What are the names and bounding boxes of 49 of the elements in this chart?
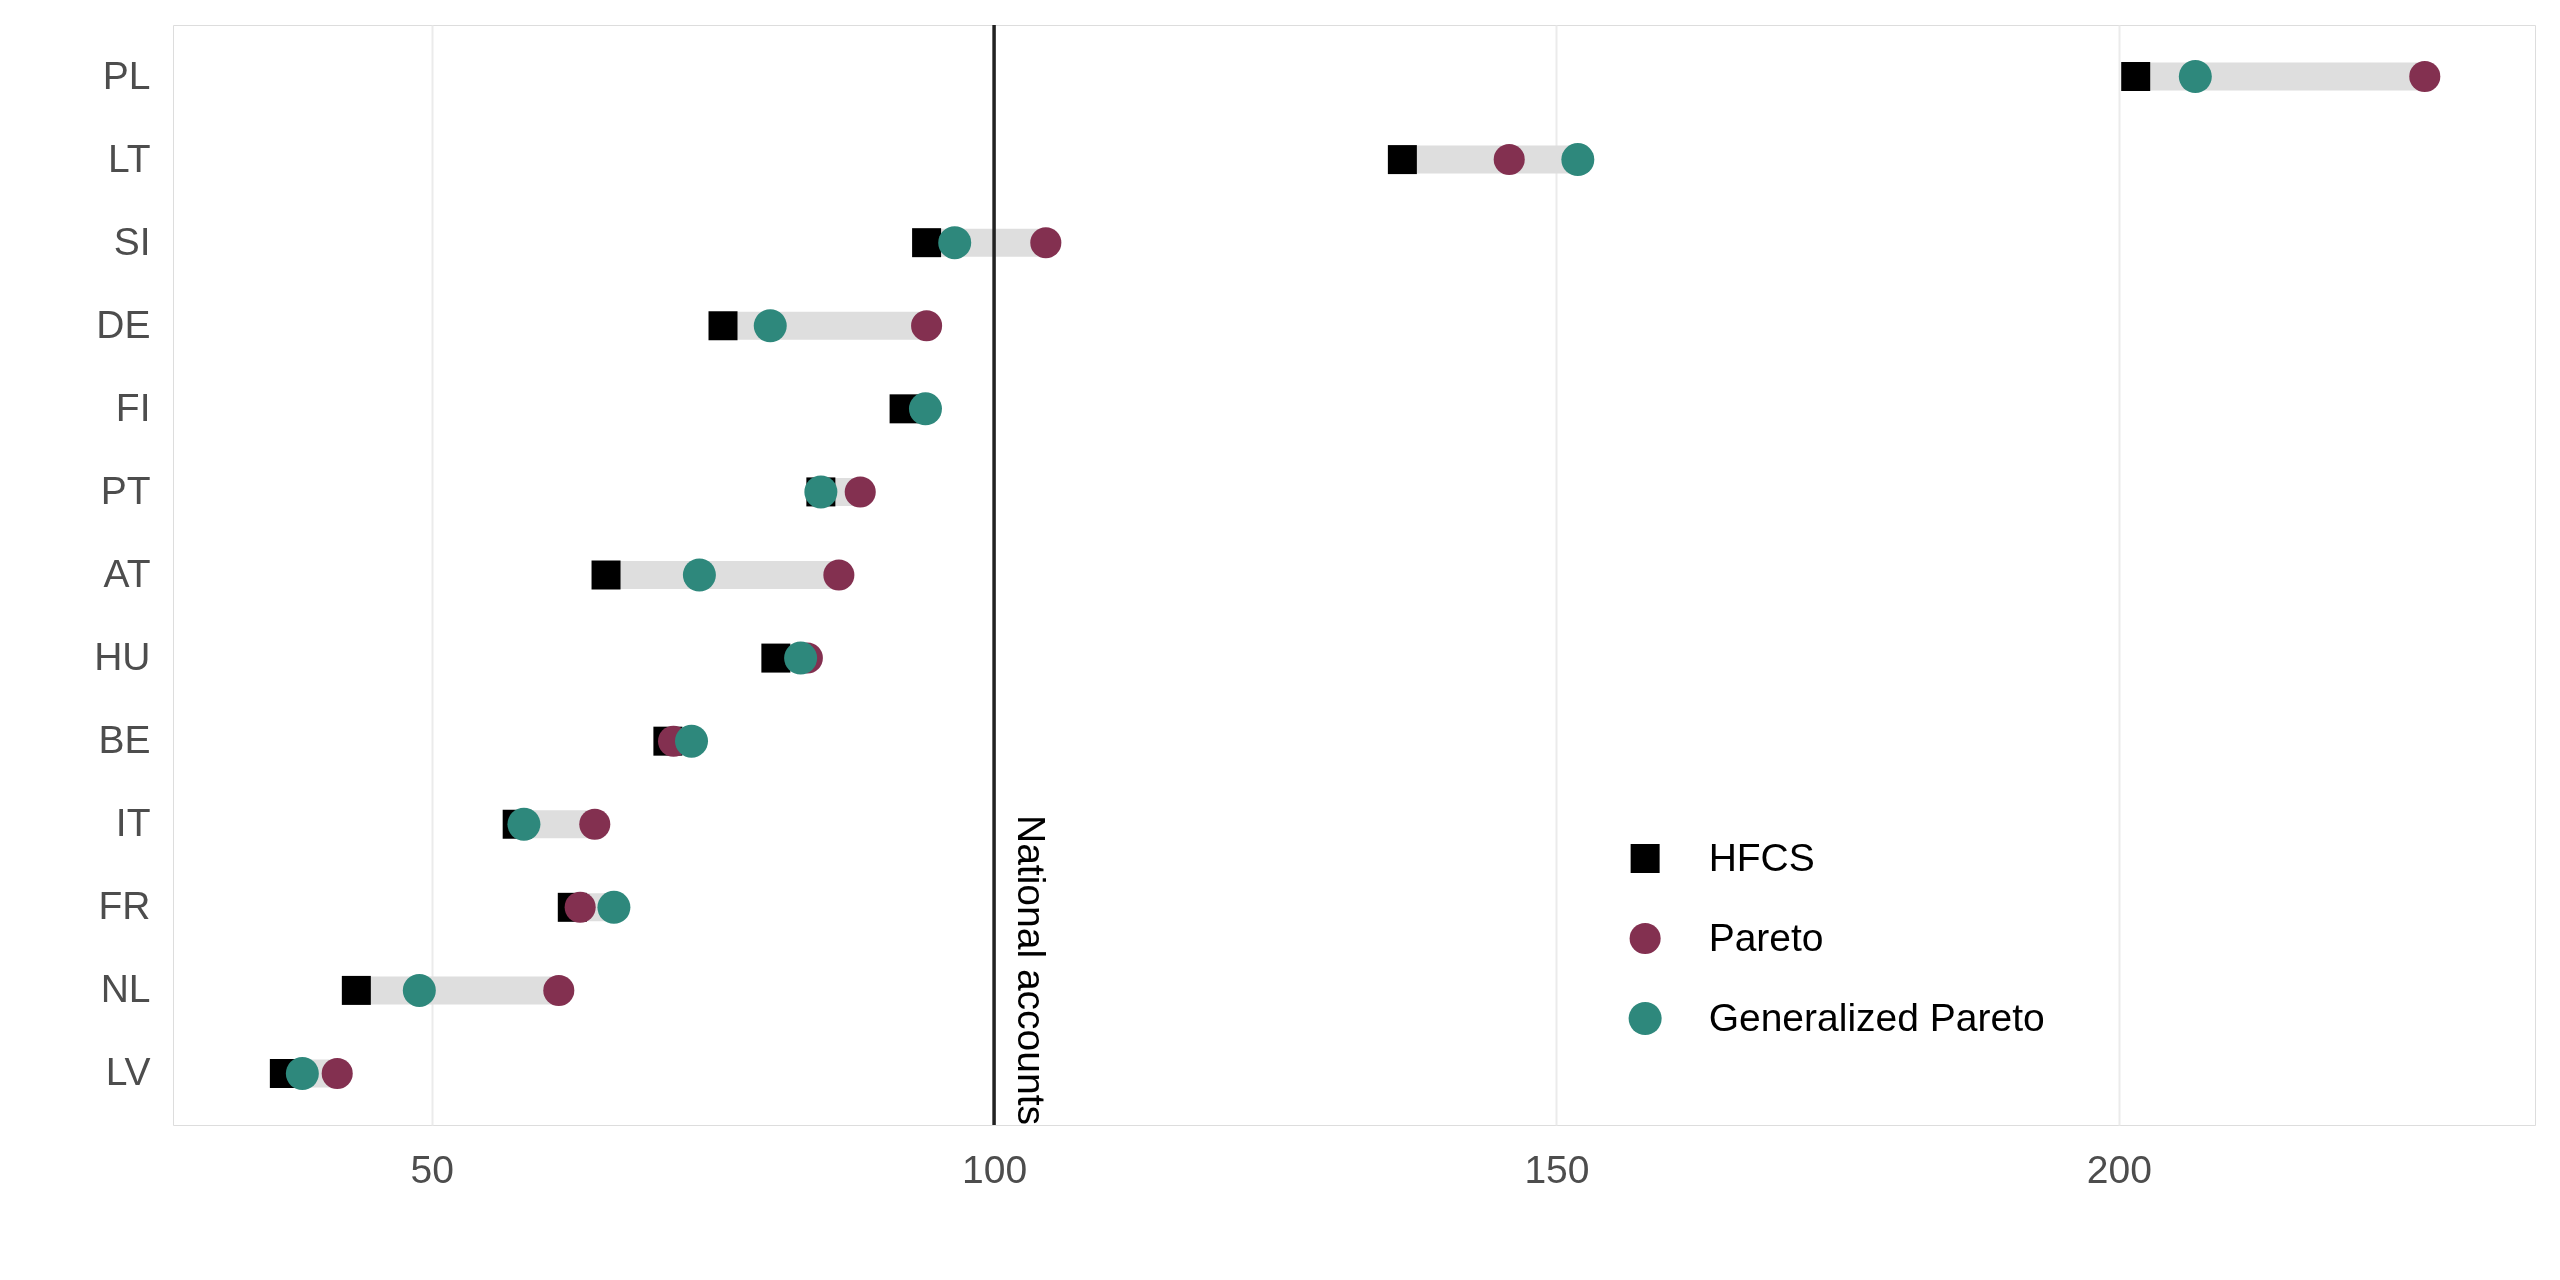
y-tick-label: IT <box>115 801 151 845</box>
y-tick-label: AT <box>103 552 151 595</box>
y-tick-label: LT <box>107 136 151 180</box>
y-tick-label: NL <box>100 967 151 1011</box>
y-tick-label: HU <box>94 635 151 679</box>
x-tick-label: 50 <box>410 1147 454 1191</box>
point <box>591 560 621 590</box>
point <box>1030 227 1062 259</box>
y-tick-label: FI <box>115 385 151 429</box>
legend-label: Pareto <box>1708 915 1824 959</box>
x-tick-label: 150 <box>1524 1147 1590 1191</box>
y-tick-label: PL <box>102 53 151 97</box>
point <box>579 808 611 840</box>
legend-label: HFCS <box>1708 835 1815 879</box>
point <box>911 310 943 342</box>
point <box>564 891 596 923</box>
y-tick-label: SI <box>113 219 151 263</box>
point <box>2409 61 2441 93</box>
point <box>1493 144 1525 176</box>
point <box>321 1057 353 1089</box>
point <box>597 890 631 924</box>
point <box>912 228 942 258</box>
ref-line-label: National accounts <box>1010 814 1054 1125</box>
point <box>2178 60 2212 93</box>
point <box>708 311 738 341</box>
point <box>1387 145 1417 175</box>
x-tick-label: 100 <box>962 1147 1028 1191</box>
point <box>908 392 942 426</box>
point <box>938 226 972 260</box>
point <box>1561 143 1595 177</box>
point <box>675 724 709 758</box>
y-tick-label: DE <box>96 302 151 346</box>
point <box>507 807 541 841</box>
point <box>543 974 575 1006</box>
point <box>844 476 876 508</box>
point <box>753 309 787 343</box>
y-tick-label: BE <box>98 718 151 762</box>
point <box>285 1057 319 1090</box>
point <box>784 641 818 675</box>
y-tick-label: FR <box>98 884 151 928</box>
point <box>2121 62 2151 92</box>
legend-label: Generalized Pareto <box>1708 995 2045 1039</box>
point <box>341 975 371 1005</box>
x-tick-label: 200 <box>2086 1147 2152 1191</box>
y-tick-label: PT <box>100 468 151 512</box>
point <box>682 558 716 592</box>
y-tick-label: LV <box>105 1050 151 1094</box>
point <box>402 973 436 1007</box>
point <box>823 559 855 591</box>
